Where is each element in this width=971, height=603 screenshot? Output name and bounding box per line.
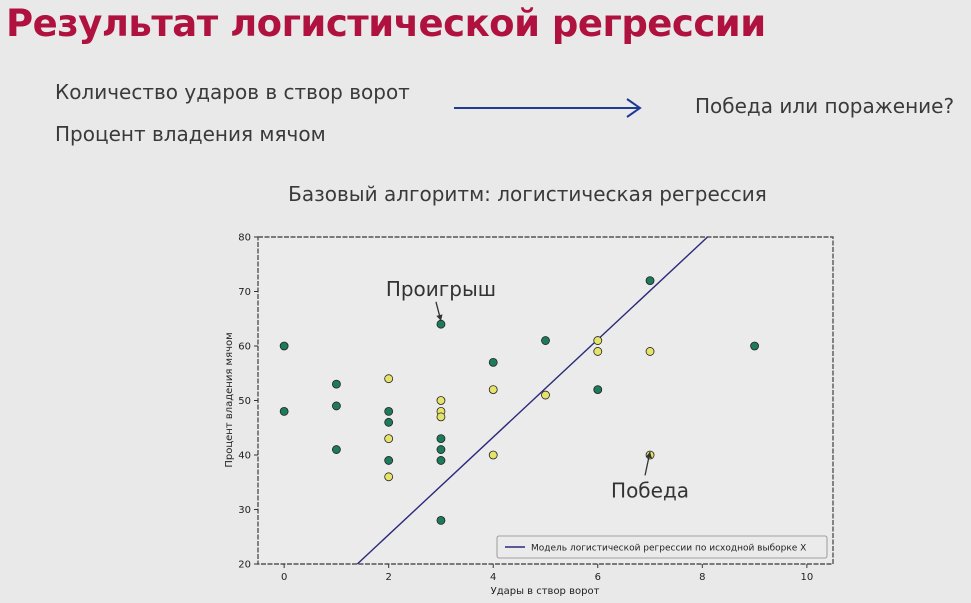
loss-point xyxy=(750,341,759,351)
win-point xyxy=(436,396,446,405)
loss-point xyxy=(384,456,394,465)
loss-point xyxy=(593,385,603,395)
loss-point xyxy=(645,276,655,286)
feature-shots-on-target: Количество ударов в створ ворот xyxy=(55,80,410,104)
loss-point xyxy=(332,401,341,411)
x-tick-label: 8 xyxy=(699,572,705,583)
win-point xyxy=(541,390,550,400)
x-tick-label: 0 xyxy=(281,572,287,583)
chart-title: Базовый алгоритм: логистическая регресси… xyxy=(288,182,767,206)
loss-point xyxy=(436,445,446,454)
win-point xyxy=(488,450,498,460)
plot-area xyxy=(257,236,834,565)
x-tick-label: 10 xyxy=(800,572,813,583)
y-tick-label: 20 xyxy=(238,560,251,571)
decision-boundary-line xyxy=(356,236,709,565)
x-tick-label: 6 xyxy=(595,572,601,583)
annotation-Проигрыш: Проигрыш xyxy=(386,277,496,301)
loss-point xyxy=(436,456,446,465)
legend-entry-label: Модель логистической регрессии по исходн… xyxy=(531,544,806,554)
loss-point xyxy=(488,357,498,367)
loss-point xyxy=(436,516,446,525)
annotation-Победа: Победа xyxy=(611,478,689,502)
loss-point xyxy=(436,434,446,444)
x-tick-label: 4 xyxy=(490,572,496,583)
right-arrow-icon xyxy=(454,98,642,118)
y-tick-label: 40 xyxy=(238,451,251,462)
win-point xyxy=(593,336,603,345)
win-point xyxy=(436,412,446,422)
loss-point xyxy=(541,336,550,345)
y-tick-label: 70 xyxy=(238,287,251,298)
y-tick-label: 80 xyxy=(238,233,251,244)
x-axis-label: Удары в створ ворот xyxy=(491,586,600,597)
y-tick-label: 30 xyxy=(238,505,251,516)
loss-point xyxy=(436,319,446,329)
win-point xyxy=(593,347,603,356)
annotation-arrowhead xyxy=(436,314,443,321)
loss-point xyxy=(384,406,394,416)
win-point xyxy=(488,385,498,395)
y-tick-label: 60 xyxy=(238,342,251,353)
loss-point xyxy=(279,341,289,351)
feature-ball-possession: Процент владения мячом xyxy=(55,122,326,146)
annotation-arrowhead xyxy=(645,451,652,459)
legend-box xyxy=(496,535,828,559)
loss-point xyxy=(332,379,341,389)
win-point xyxy=(645,347,655,356)
loss-point xyxy=(332,445,341,454)
slide-title: Результат логистической регрессии xyxy=(6,2,766,45)
win-point xyxy=(384,374,394,384)
x-tick-label: 2 xyxy=(385,572,391,583)
y-axis-label: Процент владения мячом xyxy=(224,332,235,467)
y-tick-label: 50 xyxy=(238,396,251,407)
loss-point xyxy=(279,406,289,416)
win-point xyxy=(384,434,394,444)
target-question: Победа или поражение? xyxy=(695,94,955,118)
loss-point xyxy=(384,417,394,427)
win-point xyxy=(384,472,394,482)
